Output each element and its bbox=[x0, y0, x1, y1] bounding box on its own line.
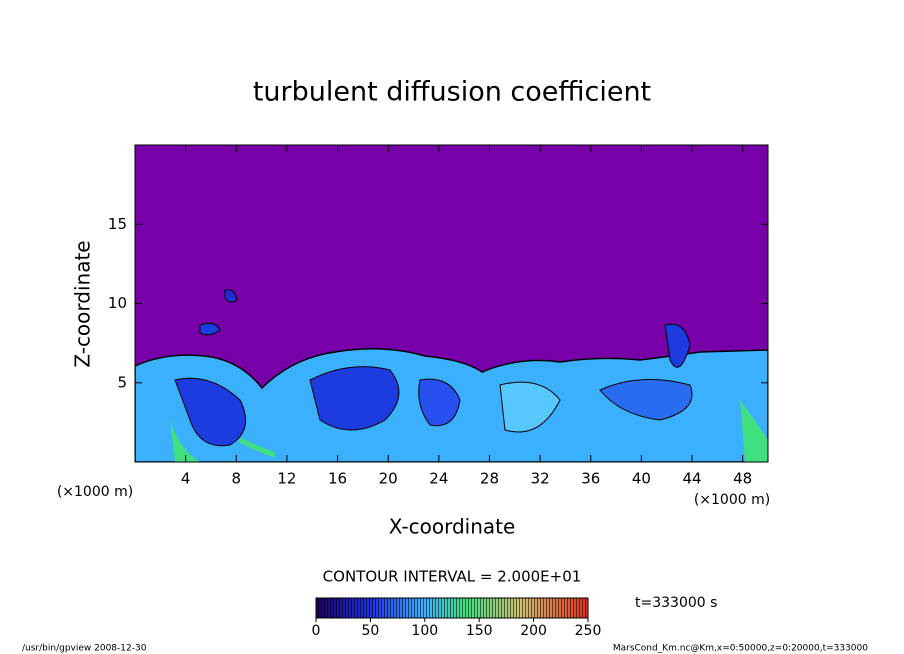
x-axis-label: X-coordinate bbox=[389, 515, 516, 539]
x-tick-label: 44 bbox=[682, 470, 701, 488]
footer-left: /usr/bin/gpview 2008-12-30 bbox=[22, 644, 147, 654]
x-tick-label: 40 bbox=[632, 470, 651, 488]
contour-interval: CONTOUR INTERVAL = 2.000E+01 bbox=[323, 568, 582, 586]
colorbar-tick-label: 50 bbox=[361, 623, 379, 639]
colorbar-tick-label: 200 bbox=[520, 623, 547, 639]
footer-right: MarsCond_Km.nc@Km,x=0:50000,z=0:20000,t=… bbox=[613, 644, 868, 654]
x-tick-label: 32 bbox=[531, 470, 550, 488]
x-tick-label: 36 bbox=[581, 470, 600, 488]
x-tick-label: 16 bbox=[328, 470, 347, 488]
x-tick-label: 8 bbox=[232, 470, 242, 488]
colorbar-tick-label: 250 bbox=[575, 623, 602, 639]
y-axis-label: Z-coordinate bbox=[71, 240, 95, 367]
time-label: t=333000 s bbox=[635, 595, 717, 611]
x-unit: (×1000 m) bbox=[694, 492, 770, 508]
contour-field bbox=[135, 145, 768, 462]
colorbar-tick-label: 0 bbox=[312, 623, 321, 639]
colorbar-frame bbox=[315, 597, 589, 619]
colorbar-tick-label: 100 bbox=[411, 623, 438, 639]
y-tick-label: 10 bbox=[108, 294, 127, 312]
y-tick-label: 5 bbox=[117, 373, 127, 391]
x-tick-label: 24 bbox=[429, 470, 448, 488]
x-tick-label: 12 bbox=[277, 470, 296, 488]
x-tick-label: 28 bbox=[480, 470, 499, 488]
x-tick-label: 4 bbox=[181, 470, 191, 488]
y-tick-label: 15 bbox=[108, 215, 127, 233]
x-tick-label: 48 bbox=[733, 470, 752, 488]
chart-title: turbulent diffusion coefficient bbox=[253, 77, 651, 108]
x-tick-label: 20 bbox=[379, 470, 398, 488]
colorbar-tick-label: 150 bbox=[466, 623, 493, 639]
x-unit: (×1000 m) bbox=[57, 484, 133, 500]
